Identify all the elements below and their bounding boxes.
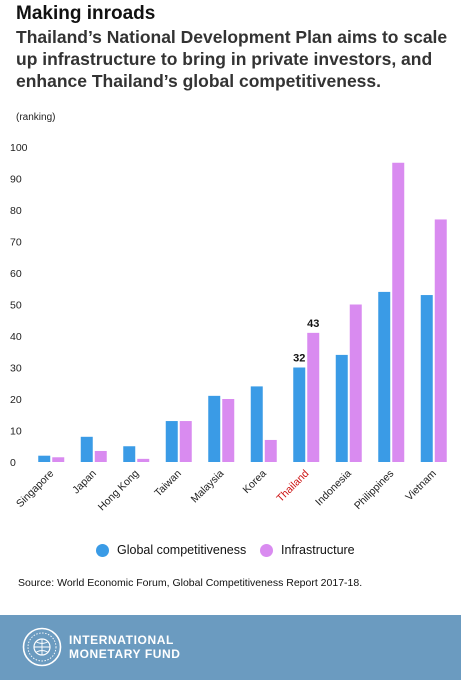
y-tick-label-40: 40: [10, 331, 22, 343]
legend-item-infrastructure: Infrastructure: [260, 543, 355, 557]
data-label-infrastructure-thailand: 43: [307, 318, 319, 330]
x-tick-label-thailand: Thailand: [274, 468, 311, 505]
x-tick-label-hong-kong: Hong Kong: [96, 468, 142, 514]
legend-item-global: Global competitiveness: [96, 543, 246, 557]
x-tick-label-taiwan: Taiwan: [152, 468, 184, 500]
y-tick-label-10: 10: [10, 426, 22, 438]
data-label-global-competitiveness-thailand: 32: [293, 353, 305, 365]
x-tick-label-japan: Japan: [70, 468, 99, 497]
imf-seal-icon: [22, 627, 62, 667]
bar-global-competitiveness-philippines: [378, 291, 391, 462]
bar-global-competitiveness-thailand: [293, 367, 306, 462]
legend-swatch-global: [96, 543, 109, 557]
y-tick-label-20: 20: [10, 394, 22, 406]
legend-swatch-infrastructure: [260, 543, 273, 557]
bar-global-competitiveness-singapore: [38, 455, 51, 462]
x-tick-label-singapore: Singapore: [14, 468, 56, 510]
bar-global-competitiveness-hong-kong: [123, 446, 136, 462]
bar-global-competitiveness-vietnam: [420, 295, 433, 462]
bar-infrastructure-hong-kong: [137, 458, 150, 462]
org-name-line1: INTERNATIONAL: [69, 633, 174, 647]
y-tick-label-70: 70: [10, 237, 22, 249]
x-tick-label-vietnam: Vietnam: [403, 467, 439, 503]
bar-global-competitiveness-korea: [250, 386, 263, 462]
footer-bar: INTERNATIONAL MONETARY FUND: [0, 615, 461, 680]
y-tick-label-50: 50: [10, 300, 22, 312]
bar-infrastructure-taiwan: [179, 421, 192, 462]
legend-label-global: Global competitiveness: [117, 543, 247, 557]
bar-chart: 0 10 20 30 40 50 60 70 80 90 100 Singapore JapanHong…: [10, 142, 447, 514]
bar-infrastructure-malaysia: [222, 399, 235, 462]
bar-infrastructure-indonesia: [349, 304, 362, 462]
bar-infrastructure-philippines: [392, 162, 405, 462]
y-tick-label-0: 0: [10, 457, 16, 469]
y-tick-label-90: 90: [10, 174, 22, 186]
x-tick-label-philippines: Philippines: [352, 468, 396, 512]
bar-infrastructure-korea: [264, 439, 277, 462]
unit-label: (ranking): [16, 112, 56, 123]
source-note: Source: World Economic Forum, Global Com…: [18, 577, 363, 589]
chart-subtitle: Thailand’s National Development Plan aim…: [16, 27, 448, 91]
bar-global-competitiveness-indonesia: [335, 354, 348, 462]
x-tick-label-korea: Korea: [241, 468, 269, 496]
org-name: INTERNATIONAL MONETARY FUND: [69, 633, 181, 661]
y-tick-label-80: 80: [10, 205, 22, 217]
bar-global-competitiveness-malaysia: [208, 395, 221, 462]
bar-global-competitiveness-japan: [80, 436, 93, 462]
bar-infrastructure-vietnam: [434, 219, 447, 462]
bar-infrastructure-singapore: [52, 457, 65, 462]
x-tick-label-malaysia: Malaysia: [189, 468, 227, 506]
y-tick-label-30: 30: [10, 363, 22, 375]
legend-label-infrastructure: Infrastructure: [281, 543, 355, 557]
org-name-line2: MONETARY FUND: [69, 646, 181, 661]
y-tick-label-60: 60: [10, 268, 22, 280]
bar-infrastructure-japan: [94, 450, 107, 462]
bar-global-competitiveness-taiwan: [165, 421, 178, 462]
bar-infrastructure-thailand: [307, 332, 320, 462]
y-tick-label-100: 100: [10, 142, 28, 154]
x-tick-label-indonesia: Indonesia: [313, 468, 354, 509]
chart-title: Making inroads: [16, 3, 156, 24]
